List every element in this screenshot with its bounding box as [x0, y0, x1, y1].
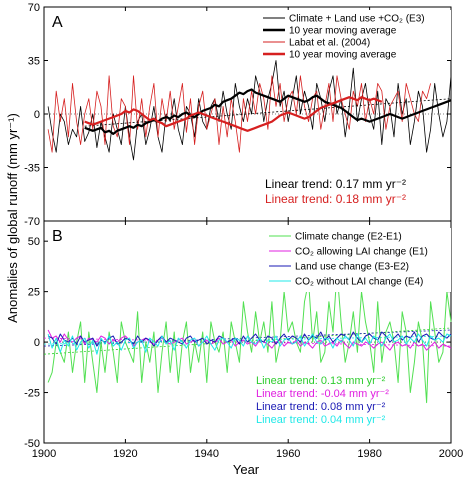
x-tick-label: 1960 — [276, 448, 300, 460]
series-line — [84, 88, 452, 135]
x-axis-ticks: 1900 1920 1940 1960 1980 2000 — [32, 448, 463, 460]
trend-line — [84, 98, 452, 127]
series-line — [47, 271, 452, 404]
series-line — [47, 75, 431, 153]
legend-label: 10 year moving average — [289, 26, 397, 37]
x-tick-label: 1940 — [195, 448, 219, 460]
x-axis-label: Year — [233, 462, 260, 477]
legend-box — [259, 10, 451, 60]
legend-label: Climate change (E2-E1) — [295, 232, 402, 243]
y-axis-label: Anomalies of global runoff (mm yr⁻¹) — [5, 113, 20, 323]
y-tick-label: -35 — [24, 163, 40, 175]
y-tick-label: 35 — [28, 56, 40, 68]
y-tick-label: 50 — [28, 236, 40, 248]
legend-label: 10 year moving average — [289, 50, 397, 61]
panel-letter: B — [52, 228, 63, 245]
legend-box — [265, 228, 451, 292]
trend-label: Linear trend: -0.04 mm yr⁻² — [256, 388, 389, 400]
y-tick-label: -50 — [24, 438, 40, 450]
panel-b: -50 -25 0 25 50 B Climate change (E2-E1) CO₂ al… — [24, 220, 452, 450]
series-line — [47, 60, 452, 161]
x-tick-label: 2000 — [439, 448, 463, 460]
trend-label: Linear trend: 0.18 mm yr⁻² — [265, 192, 406, 206]
trend-label: Linear trend: 0.17 mm yr⁻² — [265, 177, 406, 191]
x-tick-label: 1920 — [113, 448, 137, 460]
trend-label: Linear trend: 0.13 mm yr⁻² — [256, 375, 386, 387]
legend-label: CO₂ allowing LAI change (E1) — [295, 247, 428, 258]
trend-label: Linear trend: 0.08 mm yr⁻² — [256, 401, 386, 413]
panel-letter: A — [52, 14, 63, 31]
series-line — [84, 96, 383, 132]
x-tick-label: 1900 — [32, 448, 56, 460]
trend-label: Linear trend: 0.04 mm yr⁻² — [256, 414, 386, 426]
series-line — [47, 331, 452, 347]
legend-label: Land use change (E3-E2) — [295, 262, 409, 273]
legend-label: Labat et al. (2004) — [289, 38, 370, 49]
legend-label: Climate + Land use +CO₂ (E3) — [289, 14, 425, 25]
panel-b-frame — [43, 220, 452, 444]
series-line — [47, 333, 452, 355]
x-tick-label: 1980 — [357, 448, 381, 460]
y-tick-label: 0 — [34, 109, 40, 121]
legend-label: CO₂ without LAI change (E4) — [295, 277, 423, 288]
y-tick-label: 70 — [28, 2, 40, 14]
panel-a: -70 -35 0 35 70 A Climate + Land use +CO₂ (E3)… — [24, 2, 452, 228]
y-tick-label: -70 — [24, 216, 40, 228]
y-tick-label: 25 — [28, 287, 40, 299]
y-tick-label: 0 — [34, 337, 40, 349]
y-tick-label: -25 — [24, 388, 40, 400]
